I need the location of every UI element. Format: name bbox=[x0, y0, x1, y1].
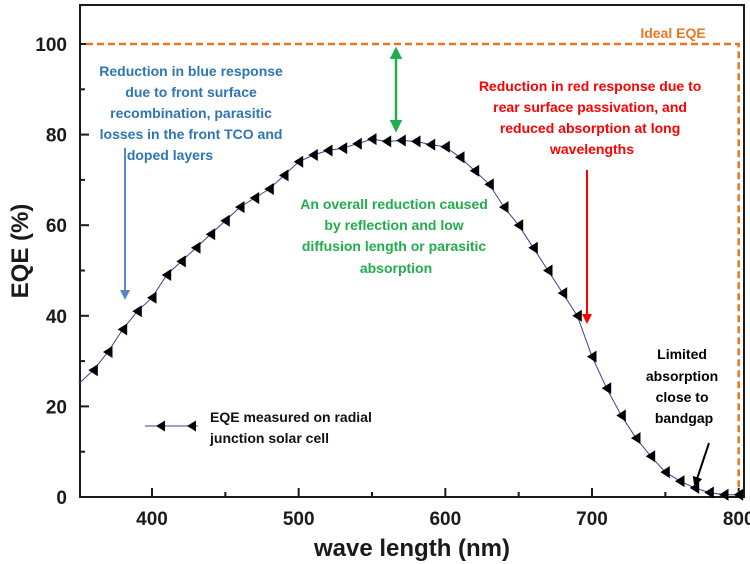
eqe-data-point bbox=[557, 287, 568, 300]
eqe-data-point bbox=[513, 219, 524, 232]
legend: EQE measured on radial junction solar ce… bbox=[145, 409, 376, 446]
legend-label-line-1: EQE measured on radial bbox=[210, 409, 372, 425]
eqe-data-point bbox=[499, 201, 509, 214]
eqe-measured-line bbox=[78, 138, 739, 496]
eqe-data-point bbox=[675, 475, 685, 488]
y-tick-label: 0 bbox=[56, 488, 67, 509]
eqe-data-point bbox=[469, 164, 480, 177]
annotation-red-line-3: reduced absorption at long bbox=[500, 120, 680, 136]
eqe-data-point bbox=[704, 486, 714, 499]
x-tick-label: 600 bbox=[429, 509, 461, 530]
eqe-data-point bbox=[484, 178, 494, 191]
legend-marker-2 bbox=[187, 420, 196, 432]
annotation-overall-reduction: An overall reduction caused by reflectio… bbox=[300, 196, 491, 276]
annotation-blue-response: Reduction in blue response due to front … bbox=[99, 63, 286, 163]
annotation-green-line-1: An overall reduction caused bbox=[300, 196, 488, 212]
eqe-data-point bbox=[601, 382, 612, 395]
annotation-green-line-2: by reflection and low bbox=[324, 217, 463, 233]
y-tick-label: 40 bbox=[46, 307, 67, 328]
eqe-data-point bbox=[440, 140, 450, 153]
eqe-data-point bbox=[572, 309, 582, 322]
annotation-blue-line-5: doped layers bbox=[127, 147, 214, 163]
eqe-data-point bbox=[249, 192, 260, 204]
eqe-data-point bbox=[543, 264, 553, 277]
eqe-data-point bbox=[631, 432, 641, 445]
eqe-data-point bbox=[645, 450, 656, 463]
y-tick-label: 80 bbox=[46, 126, 67, 147]
x-tick-label: 500 bbox=[283, 509, 315, 530]
eqe-data-point bbox=[220, 214, 230, 227]
eqe-data-point bbox=[235, 201, 245, 214]
eqe-data-point bbox=[719, 488, 729, 501]
eqe-data-point bbox=[411, 135, 421, 148]
annotation-black-line-4: bandgap bbox=[655, 410, 713, 426]
annotation-red-response: Reduction in red response due to rear su… bbox=[479, 78, 705, 157]
eqe-data-point bbox=[337, 142, 348, 155]
x-axis-title: wave length (nm) bbox=[313, 535, 510, 562]
annotation-red-line-1: Reduction in red response due to bbox=[479, 78, 701, 94]
eqe-data-point bbox=[587, 350, 597, 363]
annotation-green-line-4: absorption bbox=[360, 260, 432, 276]
eqe-data-point bbox=[132, 305, 142, 318]
y-tick-label: 20 bbox=[46, 397, 67, 418]
y-axis-title: EQE (%) bbox=[7, 204, 34, 299]
x-tick-label: 400 bbox=[136, 509, 168, 530]
annotation-black-line-1: Limited bbox=[657, 346, 707, 362]
eqe-data-point bbox=[117, 323, 128, 336]
x-tick-label: 800 bbox=[723, 509, 750, 530]
legend-marker-1 bbox=[156, 420, 165, 432]
annotation-blue-line-2: due to front surface bbox=[125, 84, 257, 100]
annotation-green-line-3: diffusion length or parasitic bbox=[302, 238, 487, 254]
eqe-data-point bbox=[279, 169, 289, 182]
eqe-data-point bbox=[176, 255, 186, 268]
y-tick-label: 100 bbox=[35, 35, 67, 56]
eqe-data-point bbox=[103, 346, 113, 358]
axis-tick-labels: 400 500 600 700 800 0 20 40 60 80 100 bbox=[35, 35, 750, 530]
annotation-black-arrow bbox=[692, 442, 710, 487]
eqe-data-point bbox=[367, 133, 377, 146]
eqe-data-point bbox=[425, 138, 436, 151]
plot-frame bbox=[79, 4, 745, 498]
legend-label: EQE measured on radial junction solar ce… bbox=[209, 409, 376, 446]
annotation-blue-line-4: losses in the front TCO and bbox=[100, 126, 283, 142]
annotation-black-line-3: close to bbox=[656, 389, 709, 405]
ideal-eqe-line bbox=[86, 42, 740, 497]
annotation-limited-absorption: Limited absorption close to bandgap bbox=[646, 346, 722, 426]
eqe-data-point bbox=[293, 155, 304, 168]
eqe-data-point bbox=[147, 291, 157, 304]
annotation-blue-line-1: Reduction in blue response bbox=[99, 63, 283, 79]
eqe-data-point bbox=[161, 269, 172, 281]
eqe-data-point bbox=[396, 134, 406, 147]
eqe-data-point bbox=[455, 151, 465, 164]
eqe-data-point bbox=[381, 135, 392, 148]
eqe-data-point bbox=[323, 144, 333, 157]
eqe-data-point bbox=[616, 409, 626, 422]
y-tick-label: 60 bbox=[46, 216, 67, 237]
annotation-red-line-4: wavelengths bbox=[549, 141, 634, 157]
ideal-eqe-label: Ideal EQE bbox=[640, 25, 705, 41]
eqe-data-point bbox=[205, 228, 216, 241]
eqe-data-point bbox=[191, 241, 201, 254]
eqe-data-point bbox=[308, 149, 318, 161]
eqe-data-point bbox=[528, 241, 538, 254]
eqe-data-point bbox=[660, 466, 670, 479]
eqe-data-point bbox=[352, 137, 362, 150]
eqe-data-point bbox=[264, 183, 274, 195]
x-tick-label: 700 bbox=[576, 509, 608, 530]
eqe-data-point bbox=[733, 488, 744, 501]
annotation-black-line-2: absorption bbox=[646, 368, 718, 384]
eqe-data-point bbox=[88, 364, 98, 377]
annotation-blue-line-3: recombination, parasitic bbox=[110, 105, 272, 121]
annotation-red-line-2: rear surface passivation, and bbox=[493, 99, 687, 115]
legend-label-line-2: junction solar cell bbox=[209, 430, 329, 446]
eqe-measured-markers bbox=[88, 133, 744, 501]
